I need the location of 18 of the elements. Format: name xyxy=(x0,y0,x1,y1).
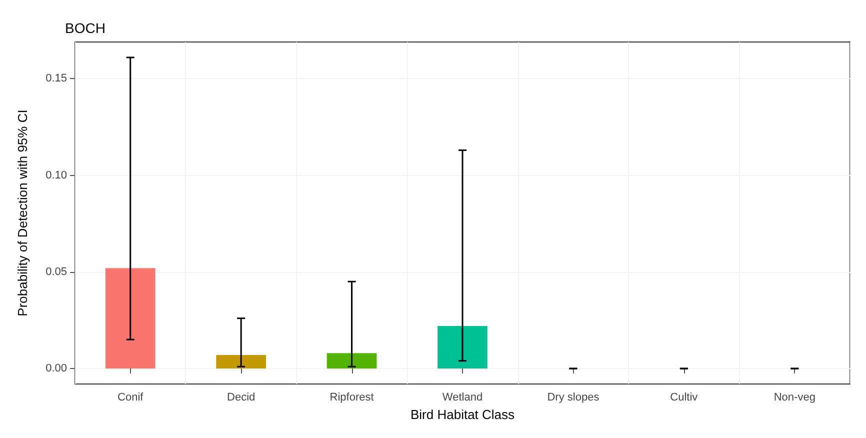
y-tick-label: 0.10 xyxy=(46,169,67,182)
x-tick-label: Conif xyxy=(118,392,144,404)
x-tick-label: Dry slopes xyxy=(547,392,600,404)
y-tick-label: 0.05 xyxy=(46,266,67,278)
chart-title: BOCH xyxy=(65,20,106,36)
bar xyxy=(105,268,156,369)
y-tick-label: 0.15 xyxy=(46,72,67,85)
bar xyxy=(326,353,377,369)
y-axis-title: Probability of Detection with 95% CI xyxy=(15,110,30,316)
x-tick-label: Non-veg xyxy=(774,392,816,404)
bar xyxy=(438,326,488,369)
bar xyxy=(216,355,266,369)
x-tick-label: Wetland xyxy=(442,392,483,404)
x-tick-label: Decid xyxy=(227,392,256,404)
x-tick-label: Cultiv xyxy=(670,392,698,404)
x-tick-label: Ripforest xyxy=(330,392,374,404)
x-axis-title: Bird Habitat Class xyxy=(410,407,516,422)
y-tick-label: 0.00 xyxy=(46,362,67,375)
